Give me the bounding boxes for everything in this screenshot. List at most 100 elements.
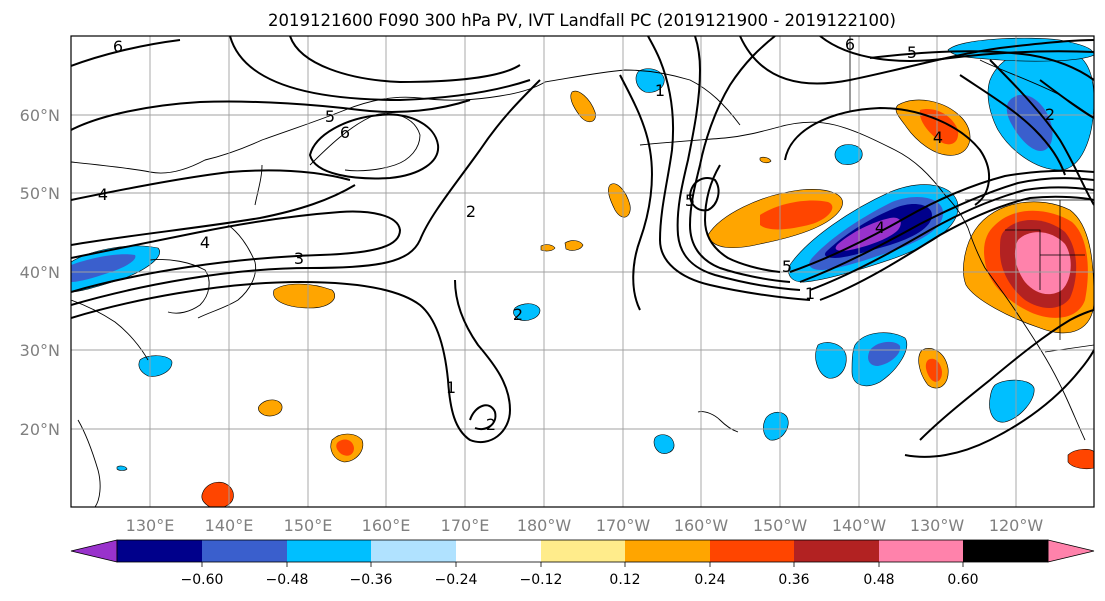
coast-sea-of-okhotsk xyxy=(254,164,263,206)
borders xyxy=(849,36,1094,353)
coast-japan xyxy=(197,224,257,319)
pv-contour-trough-3 xyxy=(688,36,791,283)
pv-label: 2 xyxy=(486,415,496,434)
neg-anomaly-small-6 xyxy=(635,68,665,93)
lon-label: 180°W xyxy=(517,516,572,535)
lon-label: 140°W xyxy=(832,516,887,535)
colorbar-bin xyxy=(625,540,710,562)
pv-contour-6-north xyxy=(71,39,181,67)
pv-label: 5 xyxy=(907,43,917,62)
pv-label: 3 xyxy=(294,249,304,268)
pv-label: 5 xyxy=(685,191,695,210)
pos-anomaly-small-8 xyxy=(1067,449,1094,470)
pv-label: 6 xyxy=(113,37,123,56)
coast-china xyxy=(71,299,149,361)
lon-label: 130°E xyxy=(126,516,175,535)
pv-contour-canada-4 xyxy=(959,74,1066,176)
pv-label: 1 xyxy=(655,81,665,100)
colorbar-bin xyxy=(794,540,879,562)
colorbar-tick-label: −0.60 xyxy=(181,572,224,588)
pv-label: 4 xyxy=(200,233,210,252)
pos-anomaly-small-2 xyxy=(570,90,596,123)
pv-contour-ridge-a xyxy=(289,36,521,84)
colorbar: −0.60 −0.48 −0.36 −0.24 −0.12 0.12 0.24 … xyxy=(70,539,1095,588)
neg-anomaly-small-10 xyxy=(116,465,128,471)
pv-label: 1 xyxy=(805,284,815,303)
neg-anomaly-small-9 xyxy=(653,434,675,454)
pv-contour-6-ne xyxy=(819,36,1094,62)
colorbar-bin xyxy=(202,540,287,562)
colorbar-tick-label: 0.48 xyxy=(863,572,894,588)
pv-label: 4 xyxy=(98,185,108,204)
pv-contour-canada-loop xyxy=(989,59,1094,206)
pv-contour-alaska-loop xyxy=(784,106,991,206)
pv-label: 6 xyxy=(340,123,350,142)
neg-anomaly-small-3 xyxy=(989,379,1035,423)
colorbar-tick-label: 0.12 xyxy=(609,572,640,588)
colorbar-bin xyxy=(287,540,371,562)
colorbar-bin xyxy=(710,540,794,562)
pv-contour-alaska-north xyxy=(739,36,1094,85)
pos-anomaly-central-pacific-core xyxy=(760,200,833,230)
map-panel: 6 5 6 4 4 3 2 1 2 6 5 4 5 1 4 2 5 2 1 60… xyxy=(20,35,1095,535)
pv-label: 5 xyxy=(782,257,792,276)
lon-label: 150°E xyxy=(284,516,333,535)
pos-anomaly-small-10 xyxy=(564,240,584,251)
colorbar-tick-labels: −0.60 −0.48 −0.36 −0.24 −0.12 0.12 0.24 … xyxy=(181,572,979,588)
pv-contour-trough-1 xyxy=(647,36,811,301)
lon-label: 170°W xyxy=(596,516,651,535)
pv-contour-labels: 6 5 6 4 4 3 2 1 2 6 5 4 5 1 4 2 5 2 1 xyxy=(98,35,1055,434)
pv-contour-trough-2 xyxy=(676,36,801,291)
colorbar-ticks xyxy=(201,562,964,567)
pv-contour-5-ne xyxy=(869,50,1094,81)
colorbar-tick-label: 0.36 xyxy=(778,572,809,588)
coast-alaska-south xyxy=(774,121,946,196)
pv-contour-6-closed xyxy=(308,113,440,180)
lon-label: 120°W xyxy=(989,516,1044,535)
pv-contour-trough-5 xyxy=(688,177,720,212)
figure-title: 2019121600 F090 300 hPa PV, IVT Landfall… xyxy=(268,11,896,30)
colorbar-tick-label: 0.60 xyxy=(947,572,978,588)
colorbar-tick-label: −0.36 xyxy=(350,572,393,588)
lon-label: 170°E xyxy=(441,516,490,535)
pv-contour-4-north xyxy=(71,184,356,246)
colorbar-bin xyxy=(879,540,963,562)
neg-anomaly-small-1 xyxy=(815,342,847,379)
lat-label-20n: 20°N xyxy=(20,420,60,439)
pv-contour-1-west xyxy=(71,279,512,443)
pv-contour-5-kam xyxy=(71,99,471,131)
pv-contour-ridge-b xyxy=(229,36,531,102)
colorbar-left-extend xyxy=(70,539,118,563)
pv-contour-jet-2 xyxy=(819,195,1094,301)
pos-anomaly-west-coast-peak xyxy=(1014,232,1071,295)
neg-anomaly-small-4 xyxy=(763,411,789,441)
pv-label: 2 xyxy=(1045,105,1055,124)
pv-label: 1 xyxy=(446,378,456,397)
pos-anomaly-small-6 xyxy=(258,399,283,417)
lat-label-60n: 60°N xyxy=(20,106,60,125)
pv-contour-subtrop-east-2 xyxy=(904,349,1094,458)
pv-contour-jet-4 xyxy=(799,177,1094,283)
lon-label: 150°W xyxy=(753,516,808,535)
lon-label: 160°W xyxy=(674,516,729,535)
pv-label: 4 xyxy=(933,128,943,147)
pos-anomaly-small-1 xyxy=(273,283,336,309)
colorbar-right-extend xyxy=(1047,539,1095,563)
neg-anomaly-small-2-core xyxy=(868,341,901,366)
coast-aleutians xyxy=(639,127,776,146)
pv-contour-2-small xyxy=(469,404,497,431)
pv-contour-3 xyxy=(71,210,402,293)
lat-label-30n: 30°N xyxy=(20,341,60,360)
pos-anomaly-small-4-core xyxy=(925,358,942,382)
neg-anomaly-japan-core xyxy=(71,254,136,282)
pv-contour-trough-4 xyxy=(703,164,781,273)
pv-label: 5 xyxy=(325,107,335,126)
lon-label: 160°E xyxy=(362,516,411,535)
border-us-mexico xyxy=(1044,344,1094,353)
pv-label: 2 xyxy=(513,305,523,324)
neg-anomaly-small-5 xyxy=(834,144,863,165)
coast-philippines xyxy=(77,419,101,507)
map-frame xyxy=(70,35,1095,508)
neg-anomaly-small-7 xyxy=(138,355,173,377)
